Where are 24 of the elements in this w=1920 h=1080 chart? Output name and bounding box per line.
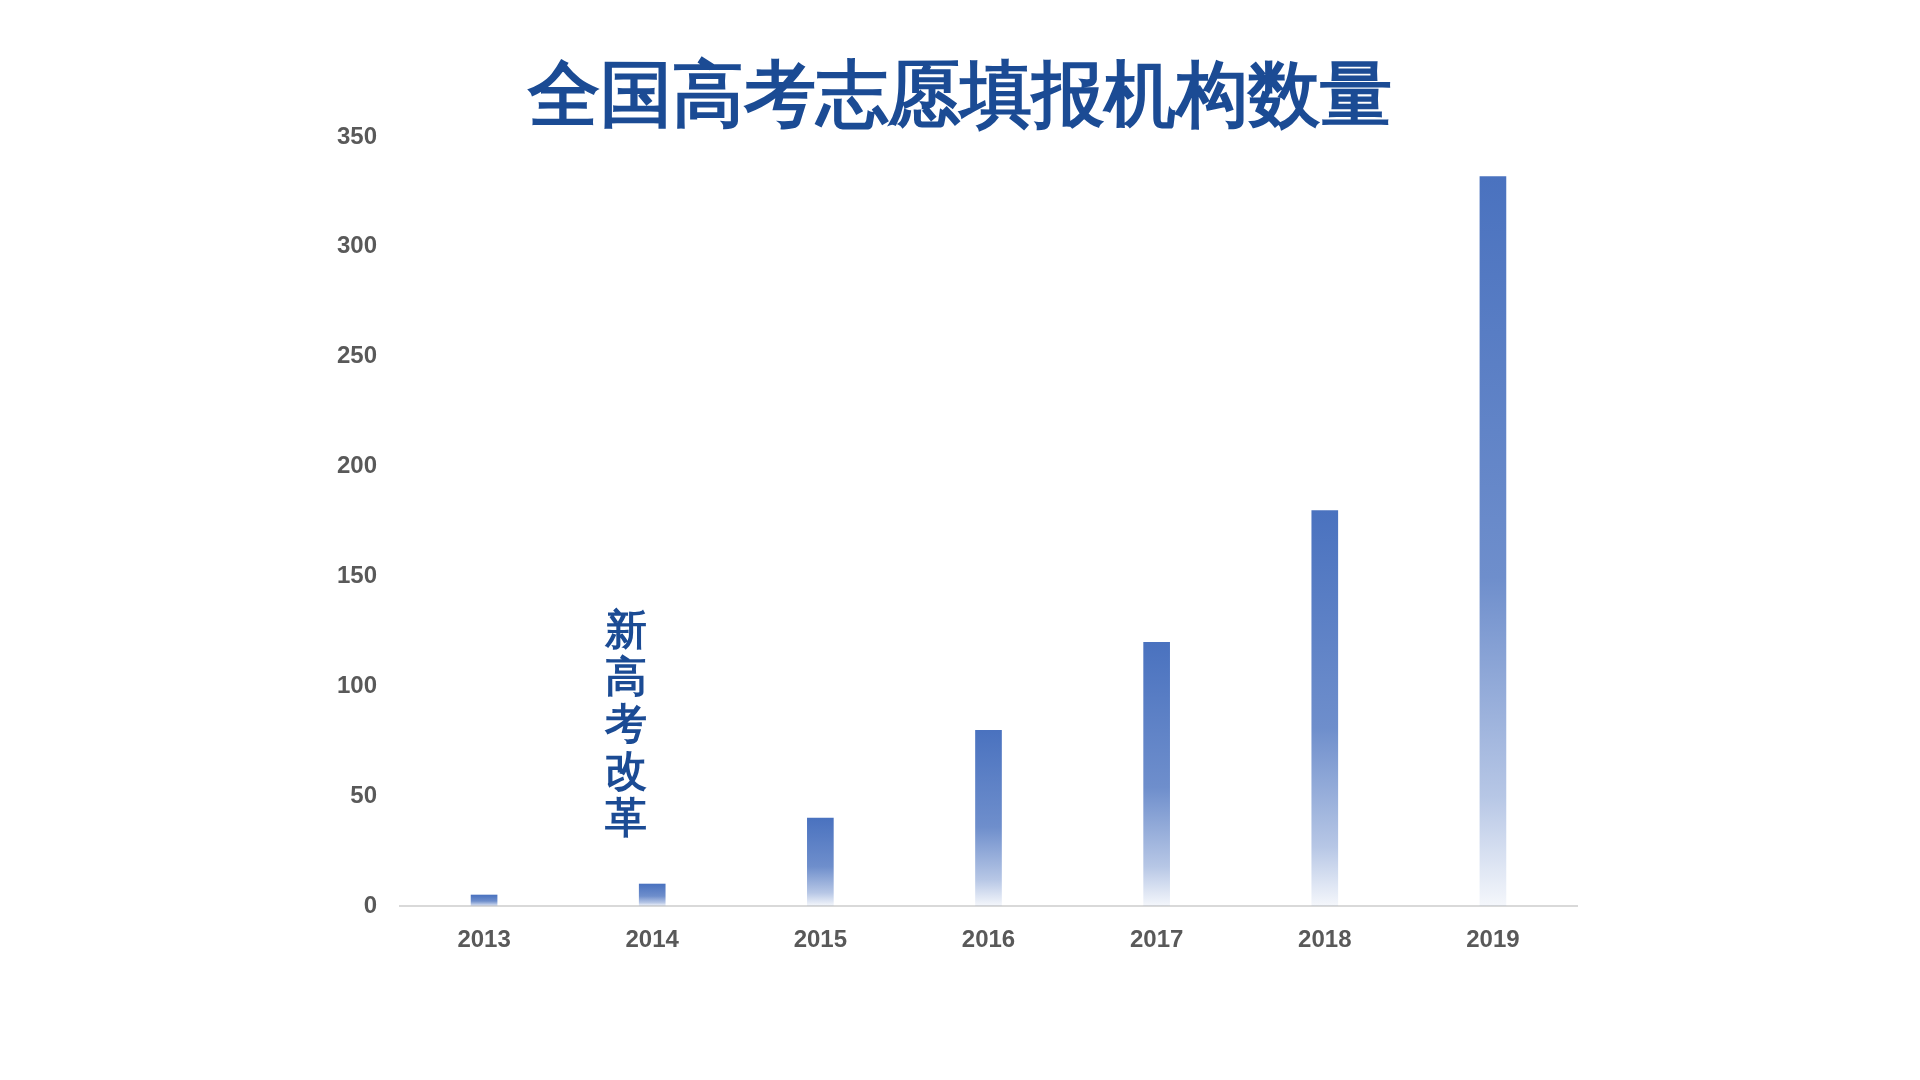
- x-tick-label: 2014: [625, 925, 680, 953]
- y-tick-label: 250: [336, 341, 377, 369]
- x-tick-label: 2016: [961, 925, 1016, 953]
- y-tick-label: 100: [336, 670, 377, 698]
- bar: [1143, 642, 1170, 906]
- chart-title: 全国高考志愿填报机构数量: [527, 51, 1392, 136]
- y-tick-label: 350: [336, 121, 377, 149]
- x-tick-label: 2018: [1298, 925, 1352, 953]
- annotation: 新高考改革: [604, 604, 648, 842]
- bar: [1311, 510, 1339, 906]
- bar: [807, 817, 834, 906]
- x-tick-label: 2015: [793, 925, 848, 953]
- y-tick-label: 200: [336, 451, 377, 479]
- bar: [470, 894, 498, 906]
- y-tick-label: 150: [336, 561, 377, 589]
- bar: [638, 883, 666, 906]
- x-tick-label: 2013: [457, 925, 511, 953]
- bar: [1479, 176, 1507, 906]
- y-tick-label: 300: [336, 231, 377, 259]
- bar: [975, 729, 1002, 906]
- x-tick-label: 2019: [1466, 925, 1520, 953]
- y-tick-label: 50: [350, 780, 377, 808]
- x-tick-label: 2017: [1129, 925, 1184, 953]
- y-tick-label: 0: [363, 890, 377, 918]
